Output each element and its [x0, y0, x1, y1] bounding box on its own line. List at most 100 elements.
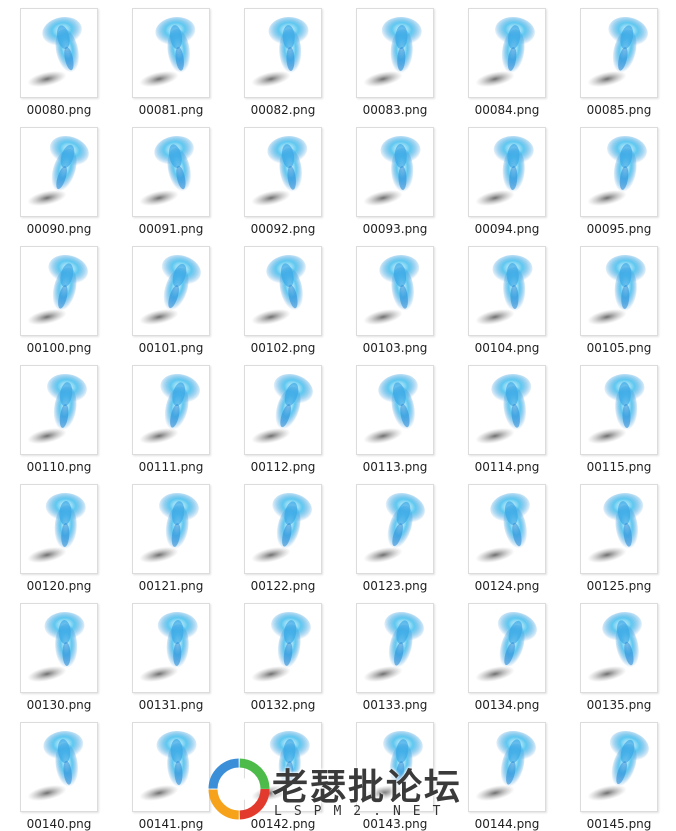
file-name[interactable]: 00081.png — [138, 103, 204, 117]
thumbnail[interactable] — [20, 603, 98, 693]
thumbnail-image — [587, 611, 642, 683]
thumbnail[interactable] — [580, 603, 658, 693]
thumbnail[interactable] — [468, 365, 546, 455]
thumbnail[interactable] — [468, 484, 546, 574]
file-name[interactable]: 00105.png — [586, 341, 652, 355]
thumbnail[interactable] — [20, 246, 98, 336]
thumbnail-image — [139, 373, 200, 445]
file-name[interactable]: 00122.png — [250, 579, 316, 593]
thumbnail-image — [363, 730, 423, 802]
thumbnail[interactable] — [356, 127, 434, 217]
thumbnail[interactable] — [356, 484, 434, 574]
thumbnail-image — [251, 492, 312, 564]
file-name[interactable]: 00095.png — [586, 222, 652, 236]
file-name[interactable]: 00140.png — [26, 817, 92, 831]
thumbnail[interactable] — [356, 722, 434, 812]
file-name[interactable]: 00115.png — [586, 460, 652, 474]
file-name[interactable]: 00131.png — [138, 698, 204, 712]
thumbnail[interactable] — [20, 8, 98, 98]
file-name[interactable]: 00125.png — [586, 579, 652, 593]
file-name[interactable]: 00133.png — [362, 698, 428, 712]
file-name[interactable]: 00124.png — [474, 579, 540, 593]
thumbnail[interactable] — [356, 246, 434, 336]
thumbnail[interactable] — [468, 8, 546, 98]
thumbnail[interactable] — [468, 603, 546, 693]
thumbnail-image — [27, 492, 86, 564]
thumbnail[interactable] — [132, 603, 210, 693]
file-name[interactable]: 00094.png — [474, 222, 540, 236]
thumbnail[interactable] — [132, 8, 210, 98]
thumbnail[interactable] — [244, 127, 322, 217]
file-name[interactable]: 00091.png — [138, 222, 204, 236]
file-name[interactable]: 00135.png — [586, 698, 652, 712]
watermark-subtitle: LSPM2.NET — [274, 804, 453, 819]
file-name[interactable]: 00114.png — [474, 460, 540, 474]
thumbnail[interactable] — [132, 127, 210, 217]
thumbnail[interactable] — [468, 722, 546, 812]
thumbnail[interactable] — [244, 365, 322, 455]
file-name[interactable]: 00100.png — [26, 341, 92, 355]
file-name[interactable]: 00110.png — [26, 460, 92, 474]
file-name[interactable]: 00145.png — [586, 817, 652, 831]
file-name[interactable]: 00111.png — [138, 460, 204, 474]
thumbnail-image — [251, 135, 308, 207]
thumbnail-image — [27, 611, 85, 683]
thumbnail-image — [587, 731, 649, 802]
file-name[interactable]: 00102.png — [250, 341, 316, 355]
thumbnail[interactable] — [468, 127, 546, 217]
thumbnail[interactable] — [20, 484, 98, 574]
thumbnail[interactable] — [580, 722, 658, 812]
thumbnail-image — [139, 492, 199, 564]
file-name[interactable]: 00085.png — [586, 103, 652, 117]
file-name[interactable]: 00121.png — [138, 579, 204, 593]
file-name[interactable]: 00082.png — [250, 103, 316, 117]
thumbnail[interactable] — [244, 484, 322, 574]
file-name[interactable]: 00103.png — [362, 341, 428, 355]
thumbnail-image — [475, 730, 536, 802]
file-name[interactable]: 00080.png — [26, 103, 92, 117]
file-name[interactable]: 00120.png — [26, 579, 92, 593]
file-name[interactable]: 00093.png — [362, 222, 428, 236]
thumbnail[interactable] — [244, 246, 322, 336]
file-name[interactable]: 00130.png — [26, 698, 92, 712]
thumbnail[interactable] — [132, 246, 210, 336]
thumbnail-image — [587, 492, 644, 564]
thumbnail-image — [475, 492, 530, 564]
file-name[interactable]: 00112.png — [250, 460, 316, 474]
thumbnail[interactable] — [356, 8, 434, 98]
thumbnail[interactable] — [580, 365, 658, 455]
thumbnail-image — [587, 254, 646, 326]
thumbnail[interactable] — [356, 603, 434, 693]
file-name[interactable]: 00104.png — [474, 341, 540, 355]
file-name[interactable]: 00090.png — [26, 222, 92, 236]
thumbnail[interactable] — [580, 127, 658, 217]
thumbnail[interactable] — [20, 365, 98, 455]
thumbnail[interactable] — [132, 722, 210, 812]
thumbnail[interactable] — [244, 722, 322, 812]
thumbnail-image — [139, 730, 197, 802]
file-name[interactable]: 00083.png — [362, 103, 428, 117]
thumbnail-image — [139, 255, 201, 326]
thumbnail[interactable] — [580, 246, 658, 336]
thumbnail[interactable] — [580, 8, 658, 98]
thumbnail[interactable] — [244, 8, 322, 98]
file-name[interactable]: 00084.png — [474, 103, 540, 117]
file-name[interactable]: 00132.png — [250, 698, 316, 712]
file-name[interactable]: 00134.png — [474, 698, 540, 712]
thumbnail[interactable] — [132, 484, 210, 574]
thumbnail[interactable] — [580, 484, 658, 574]
thumbnail[interactable] — [356, 365, 434, 455]
thumbnail-image — [27, 254, 88, 326]
thumbnail[interactable] — [20, 722, 98, 812]
thumbnail-image — [475, 373, 532, 445]
thumbnail[interactable] — [20, 127, 98, 217]
file-name[interactable]: 00123.png — [362, 579, 428, 593]
thumbnail-image — [251, 254, 306, 326]
thumbnail[interactable] — [132, 365, 210, 455]
file-name[interactable]: 00101.png — [138, 341, 204, 355]
thumbnail[interactable] — [244, 603, 322, 693]
file-name[interactable]: 00113.png — [362, 460, 428, 474]
file-name[interactable]: 00092.png — [250, 222, 316, 236]
thumbnail[interactable] — [468, 246, 546, 336]
